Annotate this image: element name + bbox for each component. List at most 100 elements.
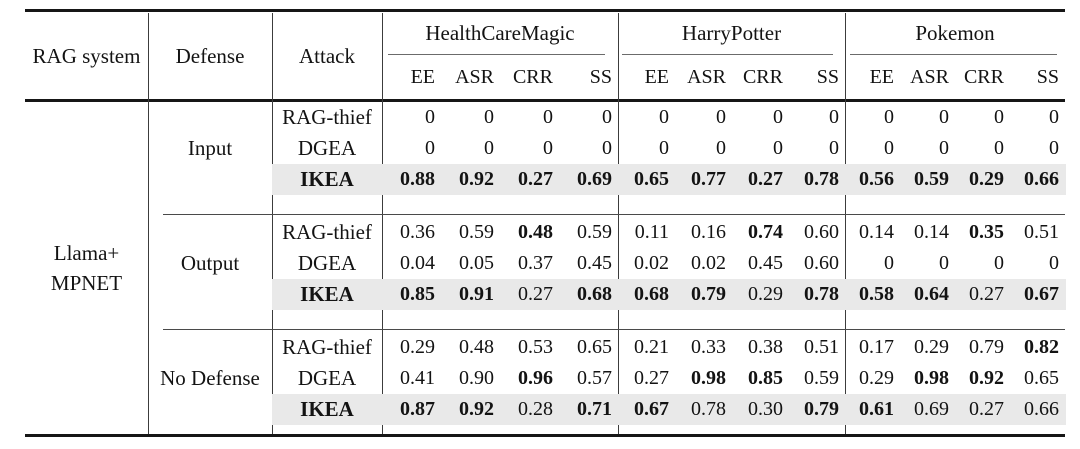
attack-label: IKEA bbox=[300, 167, 354, 191]
table-row: DGEA 0 0 0 0 0 0 0 0 0 0 0 0 bbox=[272, 133, 1066, 164]
header-defense: Defense bbox=[175, 43, 245, 68]
value-cell: 0.14 bbox=[914, 221, 949, 243]
value-cell: 0 bbox=[1049, 106, 1059, 128]
value-cell: 0 bbox=[994, 106, 1004, 128]
group-separator-line bbox=[163, 329, 1065, 330]
value-cell: 0.90 bbox=[459, 367, 494, 389]
value-cell: 0.67 bbox=[634, 398, 669, 420]
metric-header: SS bbox=[589, 65, 612, 88]
value-cell: 0.45 bbox=[748, 252, 783, 274]
value-cell: 0.57 bbox=[577, 367, 612, 389]
value-cell: 0 bbox=[602, 137, 612, 159]
value-cell: 0 bbox=[939, 106, 949, 128]
rag-system-value-line2: MPNET bbox=[50, 271, 123, 295]
value-cell: 0.38 bbox=[748, 336, 783, 358]
value-cell: 0.59 bbox=[577, 221, 612, 243]
value-cell: 0.66 bbox=[1024, 168, 1059, 190]
value-cell: 0.92 bbox=[969, 367, 1004, 389]
value-cell: 0.91 bbox=[459, 283, 494, 305]
metric-header: CRR bbox=[742, 65, 783, 88]
table-row: IKEA 0.87 0.92 0.28 0.71 0.67 0.78 0.30 0.79 0.61… bbox=[272, 394, 1066, 425]
value-cell: 0 bbox=[659, 137, 669, 159]
attack-label: IKEA bbox=[300, 397, 354, 421]
value-cell: 0.68 bbox=[577, 283, 612, 305]
value-cell: 0.59 bbox=[459, 221, 494, 243]
value-cell: 0.74 bbox=[748, 221, 783, 243]
value-cell: 0 bbox=[939, 137, 949, 159]
value-cell: 0.85 bbox=[748, 367, 783, 389]
value-cell: 0 bbox=[994, 137, 1004, 159]
value-cell: 0.88 bbox=[400, 168, 435, 190]
value-cell: 0.59 bbox=[804, 367, 839, 389]
value-cell: 0.45 bbox=[577, 252, 612, 274]
attack-label: DGEA bbox=[297, 251, 357, 275]
value-cell: 0 bbox=[716, 106, 726, 128]
value-cell: 0.58 bbox=[859, 283, 894, 305]
column-divider-line bbox=[845, 13, 846, 434]
value-cell: 0.29 bbox=[859, 367, 894, 389]
value-cell: 0 bbox=[1049, 252, 1059, 274]
value-cell: 0.56 bbox=[859, 168, 894, 190]
table-row: DGEA 0.04 0.05 0.37 0.45 0.02 0.02 0.45 0.60 0 0 0 0 bbox=[272, 248, 1066, 279]
value-cell: 0 bbox=[773, 106, 783, 128]
value-cell: 0.60 bbox=[804, 252, 839, 274]
value-cell: 0.14 bbox=[859, 221, 894, 243]
value-cell: 0.79 bbox=[691, 283, 726, 305]
defense-label: No Defense bbox=[160, 366, 260, 390]
table-row: DGEA 0.41 0.90 0.96 0.57 0.27 0.98 0.85 0.59 0.29… bbox=[272, 363, 1066, 394]
rag-system-value-line1: Llama+ bbox=[53, 241, 120, 265]
value-cell: 0.98 bbox=[691, 367, 726, 389]
value-cell: 0.79 bbox=[969, 336, 1004, 358]
value-cell: 0.71 bbox=[577, 398, 612, 420]
value-cell: 0.60 bbox=[804, 221, 839, 243]
value-cell: 0.05 bbox=[459, 252, 494, 274]
value-cell: 0 bbox=[829, 106, 839, 128]
value-cell: 0.82 bbox=[1024, 336, 1059, 358]
value-cell: 0.29 bbox=[969, 168, 1004, 190]
value-cell: 0 bbox=[939, 252, 949, 274]
table-row: IKEA 0.85 0.91 0.27 0.68 0.68 0.79 0.29 0.78 0.58… bbox=[272, 279, 1066, 310]
header-rag-system: RAG system bbox=[32, 43, 141, 68]
value-cell: 0.65 bbox=[1024, 367, 1059, 389]
value-cell: 0.36 bbox=[400, 221, 435, 243]
value-cell: 0.87 bbox=[400, 398, 435, 420]
attack-label: DGEA bbox=[297, 366, 357, 390]
value-cell: 0 bbox=[425, 106, 435, 128]
attack-label: RAG-thief bbox=[282, 105, 372, 129]
value-cell: 0.92 bbox=[459, 398, 494, 420]
value-cell: 0.68 bbox=[634, 283, 669, 305]
value-cell: 0.98 bbox=[914, 367, 949, 389]
value-cell: 0 bbox=[884, 252, 894, 274]
value-cell: 0 bbox=[425, 137, 435, 159]
dataset-underline bbox=[850, 54, 1057, 55]
metric-header: EE bbox=[410, 65, 435, 88]
header-rule bbox=[25, 99, 1065, 102]
value-cell: 0.51 bbox=[1024, 221, 1059, 243]
metric-header: EE bbox=[869, 65, 894, 88]
value-cell: 0.28 bbox=[518, 398, 553, 420]
value-cell: 0.51 bbox=[804, 336, 839, 358]
value-cell: 0.33 bbox=[691, 336, 726, 358]
value-cell: 0.59 bbox=[914, 168, 949, 190]
dataset-header: HarryPotter bbox=[681, 21, 782, 45]
metric-header: SS bbox=[816, 65, 839, 88]
dataset-header: HealthCareMagic bbox=[425, 21, 575, 45]
value-cell: 0 bbox=[543, 137, 553, 159]
value-cell: 0.11 bbox=[634, 221, 669, 243]
value-cell: 0.27 bbox=[518, 168, 553, 190]
table-row: RAG-thief 0.36 0.59 0.48 0.59 0.11 0.16 0.74 0.6… bbox=[272, 217, 1066, 248]
value-cell: 0.48 bbox=[518, 221, 553, 243]
value-cell: 0 bbox=[884, 106, 894, 128]
value-cell: 0.48 bbox=[459, 336, 494, 358]
value-cell: 0.16 bbox=[691, 221, 726, 243]
metric-header: ASR bbox=[910, 65, 949, 88]
value-cell: 0.65 bbox=[577, 336, 612, 358]
value-cell: 0.21 bbox=[634, 336, 669, 358]
value-cell: 0.27 bbox=[969, 398, 1004, 420]
attack-label: IKEA bbox=[300, 282, 354, 306]
column-divider-line bbox=[148, 13, 149, 434]
value-cell: 0 bbox=[716, 137, 726, 159]
value-cell: 0.29 bbox=[914, 336, 949, 358]
table-row: RAG-thief 0.29 0.48 0.53 0.65 0.21 0.33 0.38 0.5… bbox=[272, 332, 1066, 363]
